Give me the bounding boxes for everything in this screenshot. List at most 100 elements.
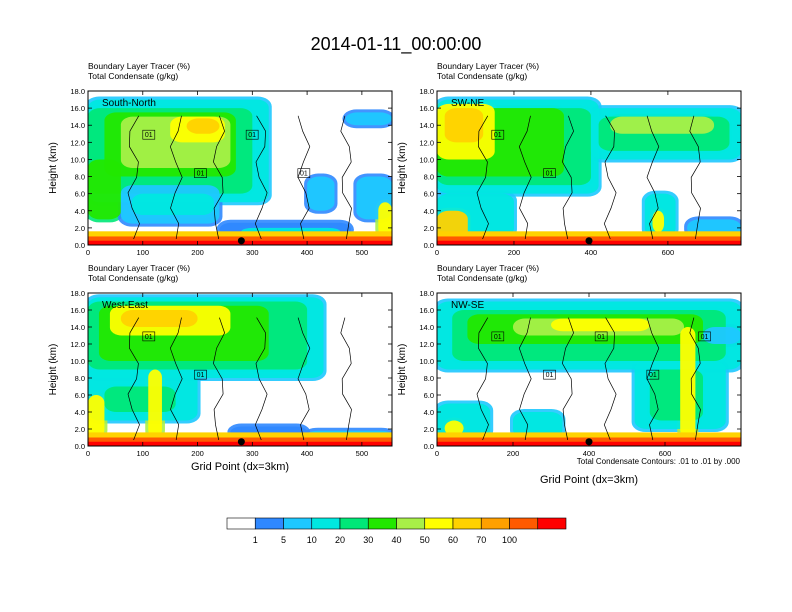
condensate-contour: [476, 115, 489, 240]
y-tick-label: 18.0: [70, 87, 85, 96]
x-tick-label: 400: [301, 248, 314, 257]
panel-label: South-North: [102, 98, 156, 109]
contour-label-box: [491, 331, 505, 342]
x-axis-label-right: Grid Point (dx=3km): [540, 474, 638, 486]
contour-label: 01: [494, 132, 502, 139]
panel-label: SW-NE: [451, 98, 484, 109]
contour-label: 01: [197, 372, 205, 379]
condensate-contour: [127, 317, 140, 441]
colorbar-label: 60: [448, 535, 458, 545]
contour-label-box: [142, 331, 156, 342]
panel-field: 01 01 01 01: [88, 91, 392, 245]
y-tick-label: 6.0: [75, 391, 85, 400]
y-tick-label: 14.0: [70, 323, 85, 332]
field-region: [186, 118, 220, 134]
x-tick-label: 100: [137, 449, 150, 458]
contour-label-box: [594, 331, 608, 342]
y-tick-label: 0.0: [424, 442, 434, 451]
colorbar-swatch: [367, 517, 397, 530]
y-tick-label: 2.0: [424, 224, 434, 233]
y-tick-label: 18.0: [419, 289, 434, 298]
colorbar-label: 70: [476, 535, 486, 545]
y-axis-label: Height (km): [48, 142, 59, 194]
x-tick-label: 0: [86, 248, 90, 257]
colorbar-swatch: [452, 517, 482, 530]
y-tick-label: 4.0: [424, 408, 434, 417]
field-region: [610, 116, 715, 134]
condensate-contour: [603, 115, 617, 240]
contour-label-box: [245, 129, 259, 140]
x-tick-label: 100: [137, 248, 150, 257]
contour-label-box: [646, 369, 660, 380]
y-tick-label: 0.0: [75, 442, 85, 451]
panel-header-tracer: Boundary Layer Tracer (%): [437, 61, 539, 71]
field-region: [120, 310, 198, 327]
y-tick-label: 10.0: [419, 357, 434, 366]
panel-4: Boundary Layer Tracer (%)Total Condensat…: [397, 263, 742, 458]
y-tick-label: 8.0: [75, 173, 85, 182]
contour-label: 01: [494, 334, 502, 341]
condensate-contour: [689, 115, 701, 240]
condensate-contour: [297, 317, 311, 441]
contour-label-box: [491, 129, 505, 140]
contour-label: 01: [597, 334, 605, 341]
y-tick-label: 0.0: [424, 241, 434, 250]
location-marker: [585, 438, 593, 446]
colorbar-swatch: [254, 517, 284, 530]
contour-label: 01: [197, 171, 205, 178]
x-tick-label: 500: [356, 449, 369, 458]
contour-label: 01: [145, 334, 153, 341]
colorbar-label: 40: [391, 535, 401, 545]
panel-frame: [87, 292, 393, 447]
contour-label-box: [194, 168, 207, 178]
condensate-contour: [689, 317, 701, 441]
panel-3: Boundary Layer Tracer (%)Total Condensat…: [48, 263, 393, 458]
panel-header-condensate: Total Condensate (g/kg): [88, 71, 178, 81]
contour-label: 01: [145, 132, 153, 139]
x-tick-label: 300: [246, 248, 259, 257]
condensate-contour: [254, 115, 268, 240]
condensate-contour: [213, 115, 225, 240]
y-tick-label: 0.0: [75, 241, 85, 250]
field-region: [551, 318, 650, 332]
panel-2: Boundary Layer Tracer (%)Total Condensat…: [397, 61, 742, 257]
x-tick-label: 600: [659, 449, 672, 458]
colorbar-swatch: [537, 517, 567, 530]
field-region: [513, 412, 563, 438]
y-tick-label: 6.0: [75, 190, 85, 199]
panel-header-tracer: Boundary Layer Tracer (%): [88, 61, 190, 71]
y-tick-label: 10.0: [70, 357, 85, 366]
contour-label-box: [543, 369, 556, 380]
y-tick-label: 16.0: [70, 104, 85, 113]
y-tick-label: 8.0: [424, 374, 434, 383]
condensate-contour: [476, 317, 489, 441]
location-marker: [237, 237, 245, 245]
contour-label-box: [543, 168, 556, 178]
condensate-contour: [518, 115, 532, 240]
x-tick-label: 200: [191, 449, 204, 458]
panel-field: 01 01: [88, 293, 392, 446]
panel-label: NW-SE: [451, 300, 484, 311]
field-region: [104, 386, 176, 412]
field-region: [652, 210, 665, 233]
condensate-contour: [340, 115, 352, 240]
y-tick-label: 14.0: [419, 121, 434, 130]
colorbar: 1 5 10 20 30 40 50 60 70 100: [226, 517, 567, 545]
condensate-contour: [518, 317, 532, 441]
condensate-contour: [603, 317, 617, 441]
y-tick-label: 18.0: [70, 289, 85, 298]
colorbar-label: 5: [281, 535, 286, 545]
panel-header-condensate: Total Condensate (g/kg): [437, 71, 527, 81]
colorbar-swatch: [226, 517, 256, 530]
colorbar-swatch: [396, 517, 426, 530]
contour-label: 01: [649, 372, 657, 379]
y-tick-label: 18.0: [419, 87, 434, 96]
y-tick-label: 8.0: [424, 173, 434, 182]
colorbar-swatch: [424, 517, 454, 530]
panel-1: Boundary Layer Tracer (%)Total Condensat…: [48, 61, 393, 257]
y-tick-label: 10.0: [419, 155, 434, 164]
location-marker: [585, 237, 593, 245]
y-tick-label: 12.0: [70, 340, 85, 349]
y-tick-label: 14.0: [70, 121, 85, 130]
contour-label-box: [297, 168, 311, 178]
